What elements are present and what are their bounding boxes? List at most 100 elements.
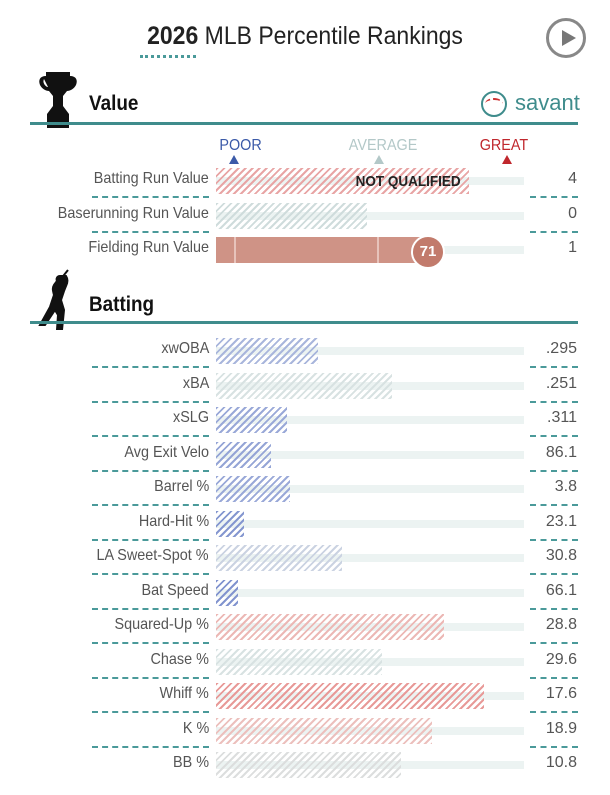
row-divider xyxy=(92,745,209,748)
metric-value: 66.1 xyxy=(545,581,577,599)
percentile-track xyxy=(216,554,524,562)
value-section-divider xyxy=(30,122,578,125)
metric-label: Hard-Hit % xyxy=(138,512,209,530)
metric-row[interactable]: xSLG .311 xyxy=(0,403,610,437)
percentile-bar: NOT QUALIFIED xyxy=(216,168,469,194)
metric-row[interactable]: Bat Speed 66.1 xyxy=(0,576,610,610)
metric-row[interactable]: Fielding Run Value 71 1 xyxy=(0,233,610,269)
metric-row[interactable]: Barrel % 3.8 xyxy=(0,472,610,506)
row-divider xyxy=(530,745,578,748)
percentile-badge: 71 xyxy=(411,235,445,269)
row-divider xyxy=(530,504,578,506)
scale-poor: POOR xyxy=(219,137,262,154)
percentile-bar xyxy=(216,338,318,364)
percentile-track xyxy=(216,588,524,597)
metric-value: 0 xyxy=(568,204,577,222)
row-divider xyxy=(92,711,209,713)
metric-value: 1 xyxy=(568,239,577,256)
metric-row[interactable]: Whiff % 17.6 xyxy=(0,679,610,713)
metric-label: Fielding Run Value xyxy=(88,239,209,256)
metric-row[interactable]: Hard-Hit % 23.1 xyxy=(0,507,610,541)
percentile-bar xyxy=(216,717,432,744)
page-title: 2026 MLB Percentile Rankings xyxy=(147,22,463,50)
row-divider xyxy=(530,573,578,575)
metric-value: 4 xyxy=(568,170,577,187)
row-divider xyxy=(530,711,578,713)
great-marker-icon xyxy=(502,155,512,164)
percentile-bar xyxy=(216,683,484,709)
percentile-bar xyxy=(216,579,238,606)
metric-label: Bat Speed xyxy=(141,581,209,599)
row-divider xyxy=(92,504,209,506)
metric-label: Avg Exit Velo xyxy=(124,443,209,461)
row-divider xyxy=(530,230,578,233)
metric-label: Batting Run Value xyxy=(93,170,209,187)
row-divider xyxy=(92,230,209,233)
batter-icon xyxy=(38,269,69,330)
percentile-bar xyxy=(216,202,367,229)
poor-marker-icon xyxy=(229,155,239,164)
title-underline xyxy=(140,55,196,58)
percentile-track xyxy=(216,347,524,355)
metric-row[interactable]: Baserunning Run Value 0 xyxy=(0,199,610,233)
metric-label: xBA xyxy=(182,374,209,392)
row-divider xyxy=(530,469,578,472)
row-divider xyxy=(92,607,209,610)
percentile-track xyxy=(216,416,524,424)
percentile-bar xyxy=(216,372,392,399)
percentile-bar xyxy=(216,476,290,502)
metric-value: 23.1 xyxy=(545,512,577,530)
metric-row[interactable]: BB % 10.8 xyxy=(0,748,610,782)
scale-average: AVERAGE xyxy=(348,137,418,154)
row-divider xyxy=(92,366,209,368)
metric-value: .295 xyxy=(545,340,577,357)
metric-label: Baserunning Run Value xyxy=(57,204,209,222)
row-divider xyxy=(92,469,209,472)
value-section-title: Value xyxy=(89,92,139,115)
percentile-bar xyxy=(216,407,287,433)
metric-label: Barrel % xyxy=(153,478,209,495)
row-divider xyxy=(92,196,209,198)
row-divider xyxy=(530,400,578,403)
metric-row[interactable]: K % 18.9 xyxy=(0,714,610,748)
row-divider xyxy=(92,435,209,437)
row-divider xyxy=(530,366,578,368)
percentile-bar xyxy=(216,752,401,778)
metric-label: K % xyxy=(182,719,209,737)
metric-row[interactable]: xwOBA .295 xyxy=(0,334,610,368)
metric-label: Squared-Up % xyxy=(114,616,209,633)
batting-section-divider xyxy=(30,321,578,324)
row-divider xyxy=(92,573,209,575)
metric-value: 10.8 xyxy=(545,754,577,771)
metric-label: BB % xyxy=(172,754,209,771)
percentile-bar xyxy=(216,441,271,468)
metric-row[interactable]: xBA .251 xyxy=(0,369,610,403)
savant-brand[interactable]: savant xyxy=(515,90,580,115)
metric-value: 29.6 xyxy=(545,650,577,668)
row-divider xyxy=(530,607,578,610)
percentile-track xyxy=(216,485,524,493)
metric-row[interactable]: Chase % 29.6 xyxy=(0,645,610,679)
metric-row[interactable]: Avg Exit Velo 86.1 xyxy=(0,438,610,472)
row-divider xyxy=(92,538,209,541)
metric-label: xwOBA xyxy=(160,340,209,357)
savant-logo-icon xyxy=(481,91,507,117)
percentile-bar xyxy=(216,545,342,571)
row-divider xyxy=(92,642,209,644)
metric-row[interactable]: LA Sweet-Spot % 30.8 xyxy=(0,541,610,575)
percentile-bar: 71 xyxy=(216,235,445,269)
row-divider xyxy=(530,538,578,541)
play-button[interactable] xyxy=(546,18,586,58)
metric-row[interactable]: Batting Run Value NOT QUALIFIED 4 xyxy=(0,164,610,198)
scale-great: GREAT xyxy=(479,137,529,154)
percentile-bar xyxy=(216,510,244,537)
metric-row[interactable]: Squared-Up % 28.8 xyxy=(0,610,610,644)
metric-value: 86.1 xyxy=(545,443,577,461)
metric-label: xSLG xyxy=(172,409,209,426)
not-qualified-label: NOT QUALIFIED xyxy=(355,173,461,190)
row-divider xyxy=(530,642,578,644)
batting-section-title: Batting xyxy=(89,293,155,316)
metric-value: 17.6 xyxy=(545,685,577,702)
row-divider xyxy=(92,676,209,679)
metric-value: 28.8 xyxy=(545,616,577,633)
